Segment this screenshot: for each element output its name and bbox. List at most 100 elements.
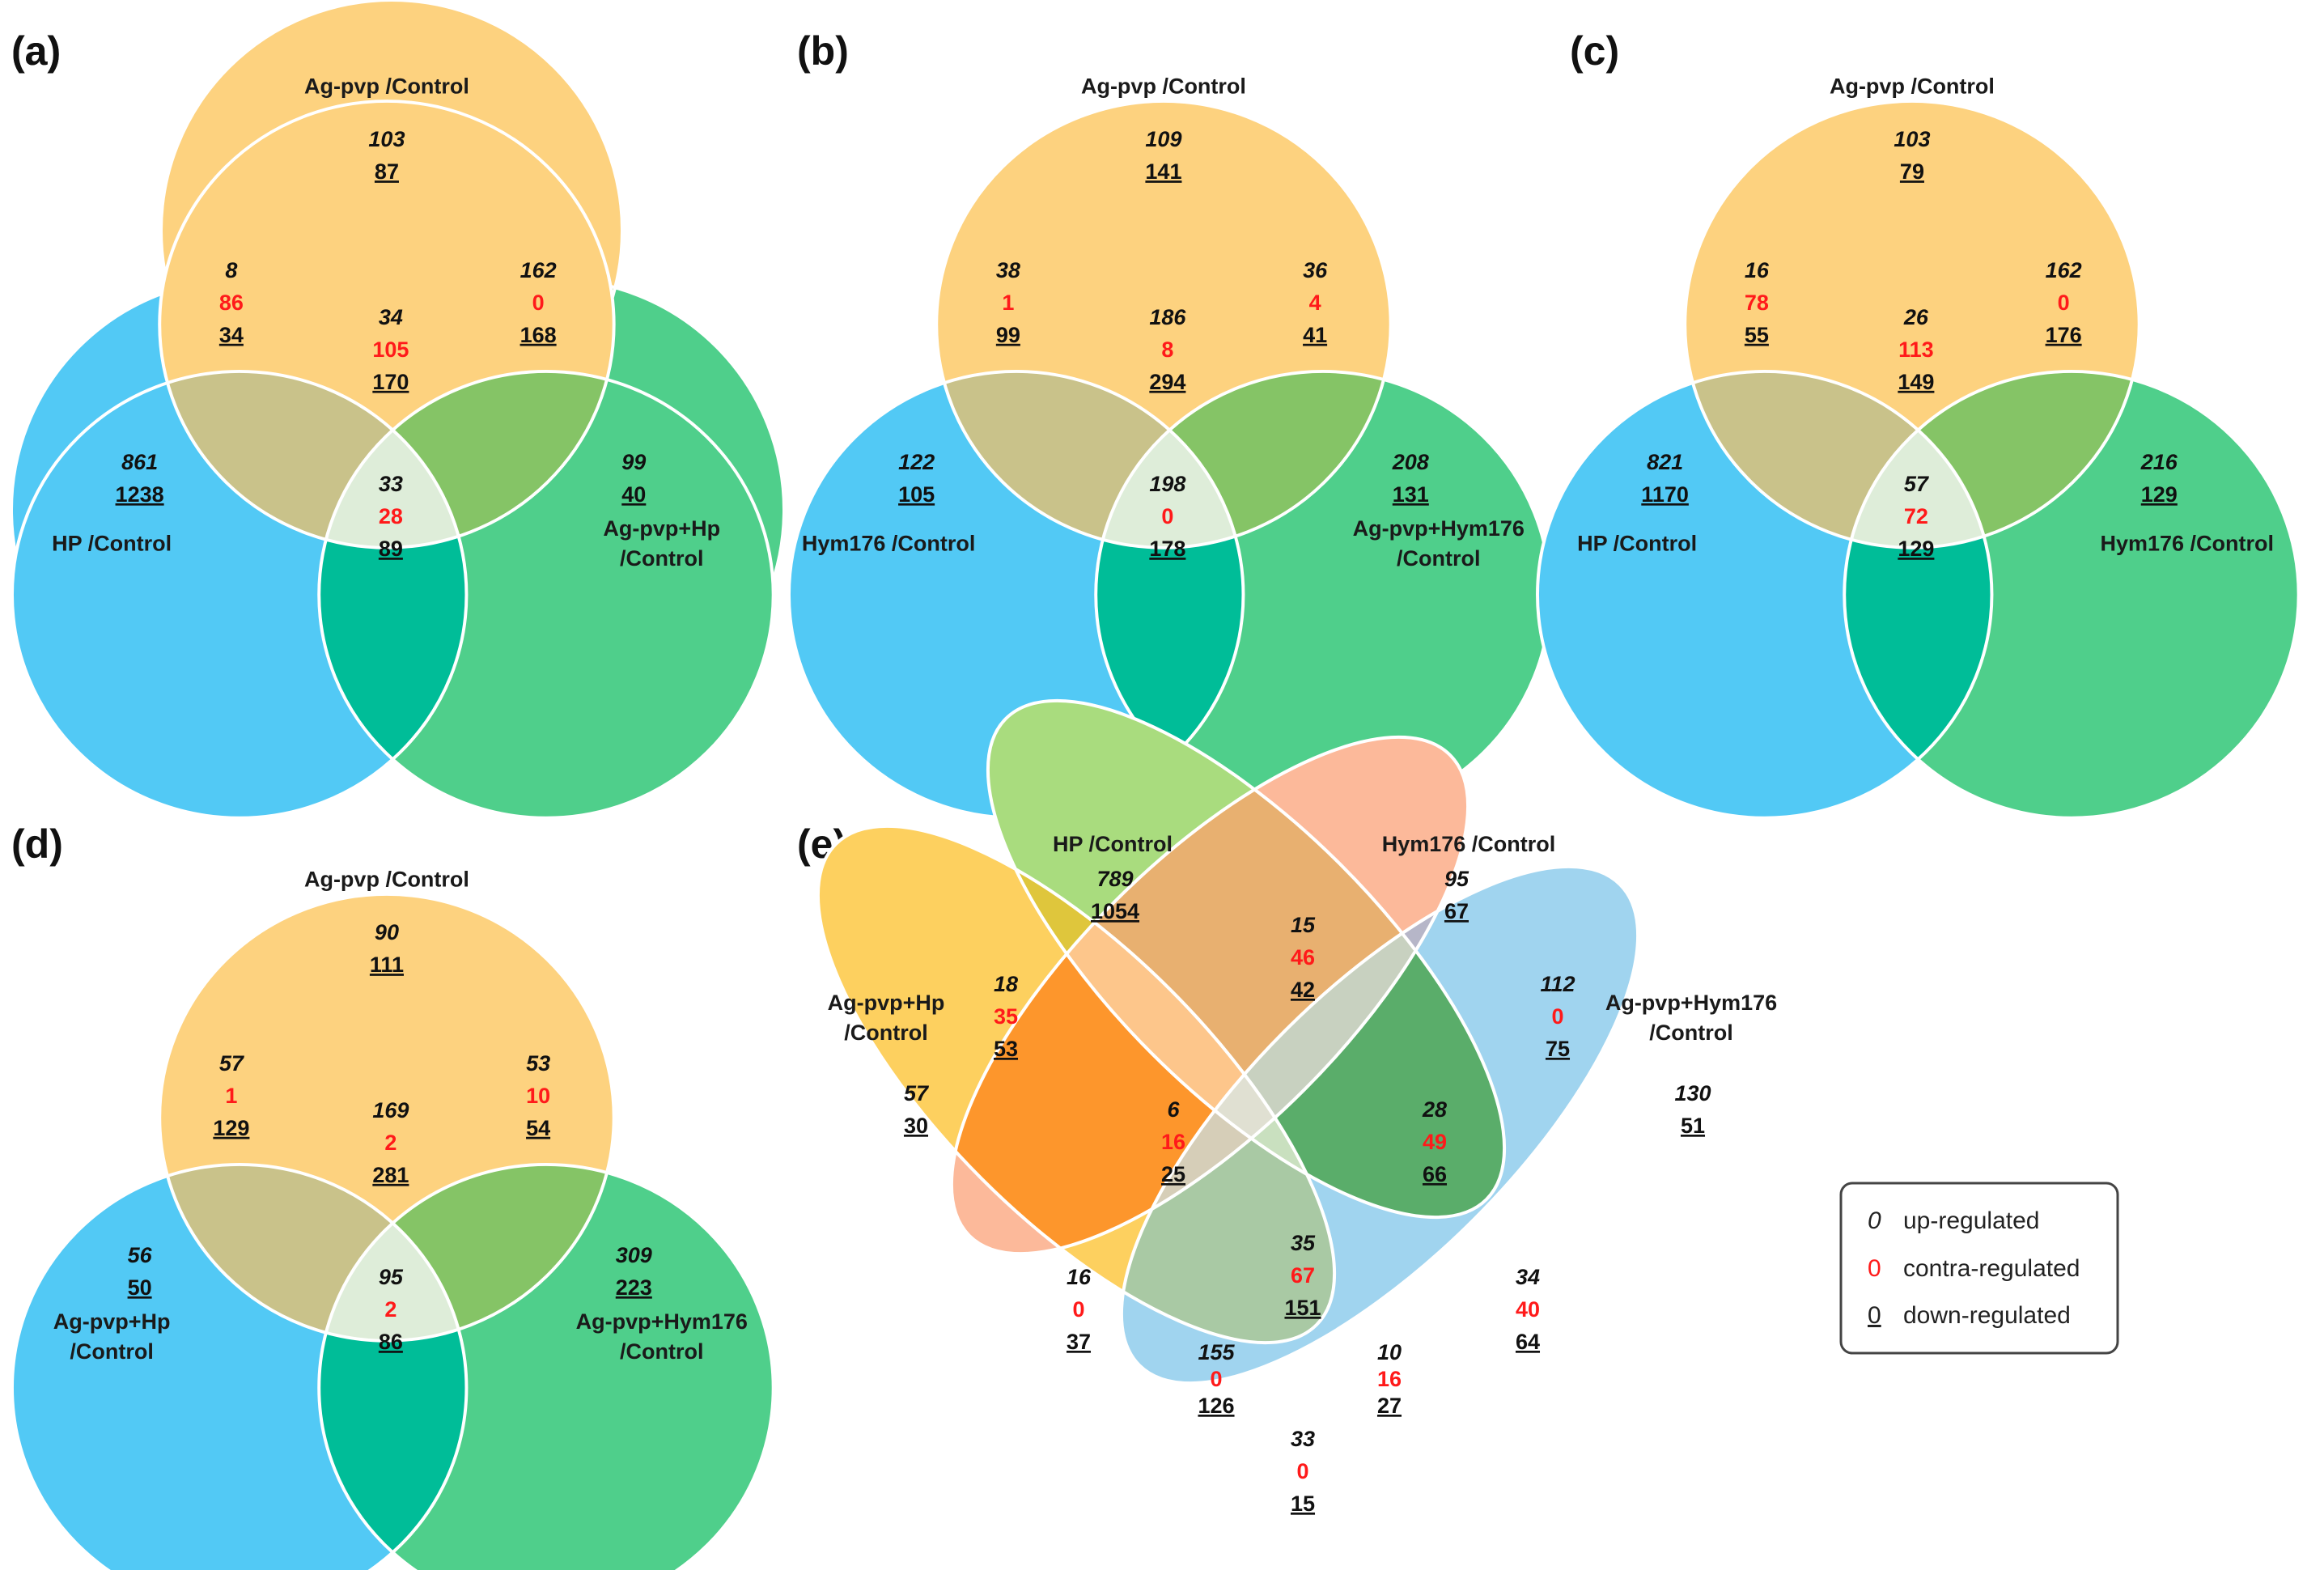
panel-d-ac-contra: 10: [526, 1084, 550, 1108]
panel-e-region-33-down: 15: [1291, 1492, 1315, 1516]
panel-b-ab-up: 38: [996, 258, 1020, 282]
panel-d-right-label-2: /Control: [620, 1339, 703, 1364]
panel-b-abc-down: 294: [1149, 370, 1185, 394]
panel-e-region-28-up: 28: [1422, 1097, 1447, 1122]
panel-c-ab-contra: 78: [1745, 291, 1769, 315]
panel-d-ab-contra: 1: [225, 1084, 237, 1108]
panel-c-abc-up: 26: [1903, 305, 1929, 329]
panel-b-left-label: Hym176 /Control: [802, 532, 976, 556]
panel-b-left-up: 122: [898, 450, 935, 474]
panel-d-ac-up: 53: [526, 1051, 550, 1076]
panel-a-abc-up: 34: [379, 305, 403, 329]
panel-a-ab-up: 8: [225, 258, 237, 282]
panel-e-region-33-up: 33: [1291, 1427, 1315, 1451]
panel-c-bc-up: 57: [1904, 472, 1930, 496]
panel-a-top-up: 103: [368, 127, 405, 151]
panel-d-top-down: 111: [370, 953, 404, 977]
panel-a-abc-contra: 105: [372, 337, 409, 362]
panel-e-agpvphp-label-1: Ag-pvp+Hp: [828, 991, 945, 1015]
panel-c-abc-contra: 113: [1898, 337, 1934, 362]
panel-e-hym-label: Hym176 /Control: [1382, 832, 1556, 856]
panel-d-right-down: 223: [616, 1275, 652, 1300]
panel-b-top-up: 109: [1145, 127, 1181, 151]
panel-e-region-28-down: 66: [1423, 1162, 1447, 1186]
panel-a-top-down: 87: [375, 159, 399, 184]
panel-a-abc-down: 170: [372, 370, 409, 394]
panel-d-abc-up: 169: [372, 1098, 409, 1122]
panel-e-region-155-contra: 0: [1210, 1367, 1222, 1391]
panel-a: (a): [11, 0, 784, 740]
panel-a-label: (a): [11, 28, 61, 74]
panel-e-hp-label: HP /Control: [1053, 832, 1173, 856]
panel-a-right-label-2: /Control: [620, 546, 703, 571]
panel-b-right-up: 208: [1392, 450, 1429, 474]
panel-c-ab-down: 55: [1745, 323, 1769, 347]
panel-b-abc-contra: 8: [1161, 337, 1173, 362]
panel-c-bc-down: 129: [1898, 537, 1934, 561]
text-layer: Ag-pvp /Control1038788634162016834105170…: [52, 74, 2274, 1516]
panel-d-left-label-2: /Control: [70, 1339, 153, 1364]
panel-e-region-112-contra: 0: [1551, 1004, 1563, 1029]
panel-b-left-down: 105: [898, 482, 935, 507]
panel-d-ab-down: 129: [213, 1116, 249, 1140]
panel-e-agpvphym-label-1: Ag-pvp+Hym176: [1605, 991, 1777, 1015]
panel-d-ac-down: 54: [526, 1116, 550, 1140]
panel-c-abc-down: 149: [1898, 370, 1934, 394]
panel-b-right-down: 131: [1393, 482, 1429, 507]
panel-b-abc-up: 186: [1149, 305, 1186, 329]
panel-e-agpvphym-label-2: /Control: [1649, 1020, 1732, 1045]
panel-e-region-15-up: 15: [1291, 913, 1316, 937]
panel-b-ac-down: 41: [1303, 323, 1327, 347]
panel-b-right-label-1: Ag-pvp+Hym176: [1353, 516, 1525, 541]
panel-e-hp-only-down: 1054: [1091, 899, 1139, 923]
panel-e-agpvphp-label-2: /Control: [844, 1020, 927, 1045]
panel-e-region-35-up: 35: [1291, 1231, 1316, 1255]
legend-contra-text: contra-regulated: [1903, 1255, 2080, 1282]
panel-b-ab-contra: 1: [1002, 291, 1014, 315]
panel-e-region-33-contra: 0: [1296, 1459, 1308, 1483]
panel-b-letter: (b): [797, 28, 849, 74]
panel-b-ac-up: 36: [1303, 258, 1328, 282]
panel-c-top-label: Ag-pvp /Control: [1830, 74, 1995, 98]
panel-e-region-28-contra: 49: [1423, 1130, 1447, 1154]
panel-d-top-label: Ag-pvp /Control: [304, 867, 469, 891]
panel-e-region-16-up: 16: [1067, 1265, 1092, 1289]
legend-up-text: up-regulated: [1903, 1207, 2039, 1234]
panel-e-region-35-contra: 67: [1291, 1263, 1315, 1288]
panel-c-left-down: 1170: [1641, 482, 1689, 507]
panel-e-region-18-up: 18: [994, 972, 1018, 996]
panel-e-region-155-up: 155: [1198, 1340, 1235, 1364]
panel-e-venn-shapes: [816, 698, 1640, 1385]
legend-down-text: down-regulated: [1903, 1302, 2071, 1329]
panel-e-region-10-up: 10: [1377, 1340, 1402, 1364]
panel-a-top-label: Ag-pvp /Control: [304, 74, 469, 98]
panel-e-hym-only-down: 67: [1444, 899, 1469, 923]
panel-b-bc-up: 198: [1149, 472, 1185, 496]
panel-e-region-155-down: 126: [1198, 1394, 1234, 1418]
panel-b-bc-contra: 0: [1161, 504, 1173, 528]
panel-e-agpvphp-only-down: 30: [904, 1114, 928, 1138]
legend-down-symbol: 0: [1868, 1302, 1881, 1329]
panel-d-abc-contra: 2: [384, 1131, 397, 1155]
panel-b-top-down: 141: [1145, 159, 1181, 184]
panel-c-top-down: 79: [1900, 159, 1924, 184]
panel-c-right-label: Hym176 /Control: [2100, 532, 2274, 556]
panel-c-ac-down: 176: [2046, 323, 2082, 347]
panel-a-letter: (a): [11, 28, 61, 74]
panel-e-agpvphym-only-up: 130: [1674, 1081, 1711, 1105]
panel-a-ab-contra: 86: [219, 291, 244, 315]
panel-a-ac-down: 168: [520, 323, 557, 347]
panel-a-bc-up: 33: [379, 472, 403, 496]
panel-c-ac-up: 162: [2046, 258, 2082, 282]
legend-up-symbol: 0: [1868, 1207, 1881, 1234]
panel-d-venn-shapes: [12, 894, 774, 1570]
panel-e-region-34-down: 64: [1516, 1330, 1540, 1354]
panel-d-top-up: 90: [375, 920, 399, 944]
panel-d-right-up: 309: [616, 1243, 652, 1267]
panel-e-region-10-down: 27: [1377, 1394, 1402, 1418]
panel-a-right-down: 40: [621, 482, 646, 507]
panel-d-left-down: 50: [128, 1275, 152, 1300]
panel-c-bc-contra: 72: [1904, 504, 1928, 528]
panel-e-hym-only-up: 95: [1444, 867, 1469, 891]
